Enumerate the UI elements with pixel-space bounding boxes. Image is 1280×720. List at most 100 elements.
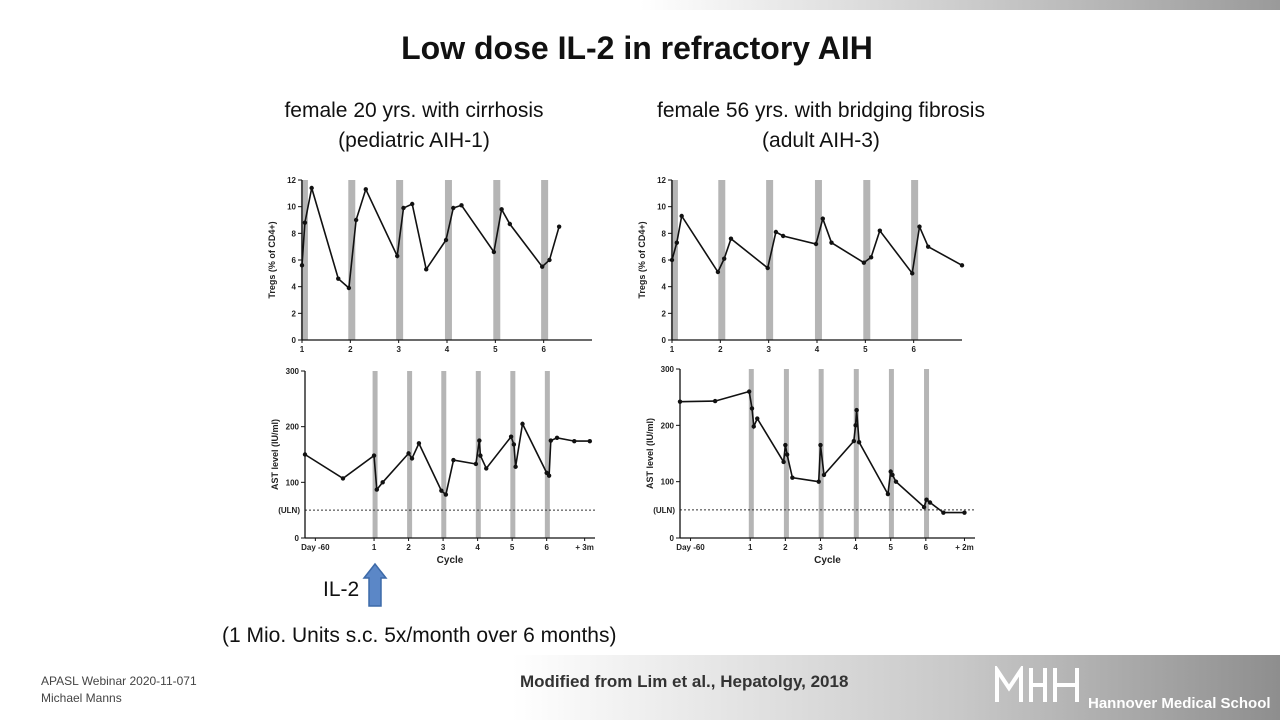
cycle-bar — [853, 369, 859, 538]
il2-label: IL-2 — [323, 578, 360, 601]
y-axis-label: Tregs (% of CD4+) — [637, 221, 647, 298]
data-point — [856, 440, 862, 445]
x-tick-label: + 3m — [575, 543, 593, 552]
x-tick-label: Day -60 — [301, 543, 330, 552]
y-tick-label: 100 — [286, 478, 300, 487]
x-tick-label: 4 — [445, 345, 450, 354]
data-point — [451, 205, 456, 211]
right-patient-caption: female 56 yrs. with bridging fibrosis (a… — [611, 96, 1031, 156]
data-point — [513, 464, 518, 469]
data-point — [548, 438, 554, 443]
data-point — [416, 441, 422, 446]
data-point — [783, 442, 788, 448]
y-axis-label: Tregs (% of CD4+) — [267, 221, 277, 298]
x-tick-label: 1 — [372, 543, 377, 552]
citation: Modified from Lim et al., Hepatolgy, 201… — [520, 672, 849, 691]
data-point — [924, 497, 929, 502]
footer-band — [0, 655, 1280, 720]
uln-label: (ULN) — [653, 506, 675, 515]
cycle-bar — [718, 180, 726, 340]
data-point — [443, 492, 449, 497]
y-tick-label: 300 — [286, 367, 300, 376]
data-point — [302, 220, 308, 225]
data-point — [309, 185, 314, 191]
x-tick-label: 1 — [300, 345, 305, 354]
x-tick-label: 5 — [510, 543, 515, 552]
data-point — [507, 221, 513, 227]
data-point — [829, 240, 834, 245]
y-tick-label: 2 — [292, 309, 297, 318]
data-point — [712, 398, 718, 404]
data-point — [401, 205, 406, 211]
y-tick-label: 4 — [292, 283, 297, 292]
data-point — [459, 203, 464, 208]
data-point — [572, 438, 577, 444]
data-point — [715, 269, 721, 275]
x-tick-label: 6 — [541, 345, 546, 354]
x-tick-label: 1 — [670, 345, 675, 354]
y-axis-label: AST level (IU/ml) — [270, 419, 280, 490]
data-point — [520, 421, 525, 427]
data-point — [679, 213, 684, 219]
data-point — [780, 233, 786, 239]
data-point — [925, 244, 931, 249]
x-tick-label: Day -60 — [676, 543, 705, 552]
x-tick-label: 3 — [818, 543, 823, 552]
data-point — [346, 285, 352, 291]
cycle-bar — [300, 180, 308, 340]
data-point — [790, 475, 795, 480]
x-tick-label: 3 — [441, 543, 446, 552]
data-point — [380, 480, 385, 485]
data-point — [877, 228, 883, 233]
data-point — [674, 240, 680, 245]
series-line — [301, 187, 560, 290]
x-tick-label: 3 — [396, 345, 401, 354]
data-point — [722, 256, 727, 261]
x-tick-label: 2 — [783, 543, 788, 552]
data-point — [851, 438, 857, 444]
right-patient-description: female 56 yrs. with bridging fibrosis — [657, 99, 985, 122]
data-point — [424, 267, 429, 272]
x-axis-label: Cycle — [814, 555, 841, 566]
data-point — [669, 257, 675, 263]
cycle-bar — [396, 180, 404, 340]
y-tick-label: 2 — [662, 309, 667, 318]
data-point — [890, 472, 895, 478]
data-point — [409, 456, 415, 461]
x-tick-label: 2 — [406, 543, 411, 552]
data-point — [478, 453, 483, 458]
data-point — [821, 472, 827, 478]
data-point — [773, 229, 779, 235]
data-point — [784, 452, 790, 457]
top-gradient-bar — [640, 0, 1280, 10]
cycle-bar — [748, 369, 754, 538]
x-tick-label: 2 — [718, 345, 723, 354]
data-point — [554, 435, 560, 440]
cycle-bar — [441, 371, 447, 538]
x-tick-label: 2 — [348, 345, 353, 354]
data-point — [813, 241, 819, 247]
y-tick-label: 8 — [292, 229, 297, 238]
cycle-bar — [924, 369, 930, 538]
mhh-logo — [995, 666, 1079, 702]
x-tick-label: 4 — [815, 345, 820, 354]
x-tick-label: 5 — [863, 345, 868, 354]
data-point — [540, 264, 545, 269]
x-tick-label: 1 — [748, 543, 753, 552]
data-point — [677, 399, 683, 404]
cycle-bar — [541, 180, 549, 340]
data-point — [443, 237, 449, 243]
y-tick-label: 200 — [286, 423, 300, 432]
cycle-bar — [444, 180, 452, 340]
y-tick-label: 8 — [662, 229, 667, 238]
data-point — [868, 255, 874, 260]
data-point — [499, 207, 504, 212]
y-tick-label: 6 — [662, 256, 667, 265]
y-tick-label: 4 — [662, 283, 667, 292]
data-point — [921, 504, 927, 510]
data-point — [861, 260, 867, 265]
y-tick-label: 10 — [657, 203, 666, 212]
data-point — [885, 491, 891, 497]
y-tick-label: 10 — [287, 203, 296, 212]
